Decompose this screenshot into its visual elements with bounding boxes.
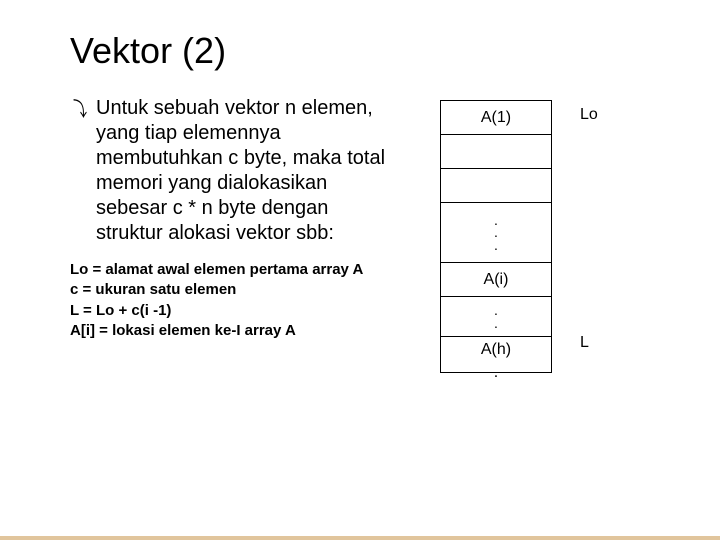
overflow-dot-icon: .: [494, 364, 498, 382]
bullet-row: ⤵ Untuk sebuah vektor n elemen, yang tia…: [70, 96, 390, 246]
vector-cell-ah: A(h) .: [441, 337, 551, 373]
label-l: L: [580, 334, 589, 352]
main-paragraph: Untuk sebuah vektor n elemen, yang tiap …: [96, 96, 390, 246]
label-lo: Lo: [580, 106, 598, 124]
sub-paragraph: Lo = alamat awal elemen pertama array A …: [70, 260, 390, 341]
vector-table: A(1) . . . A(i) . . A(h) .: [440, 100, 552, 373]
dot-icon: .: [494, 239, 498, 252]
vector-cell-empty-1: [441, 135, 551, 169]
vector-cell-ai: A(i): [441, 263, 551, 297]
body-area: ⤵ Untuk sebuah vektor n elemen, yang tia…: [70, 96, 650, 373]
vector-cell-ah-label: A(h): [481, 341, 511, 359]
text-column: ⤵ Untuk sebuah vektor n elemen, yang tia…: [70, 96, 400, 341]
bullet-arrow-icon: ⤵: [73, 98, 87, 122]
vector-cell-empty-2: [441, 169, 551, 203]
vector-cell-a1: A(1): [441, 101, 551, 135]
vector-figure: A(1) . . . A(i) . . A(h) . Lo L: [440, 100, 552, 373]
sub-line-4: A[i] = lokasi elemen ke-I array A: [70, 321, 390, 341]
sub-line-1: Lo = alamat awal elemen pertama array A: [70, 260, 390, 280]
sub-line-3: L = Lo + c(i -1): [70, 301, 390, 321]
sub-line-2: c = ukuran satu elemen: [70, 280, 390, 300]
vector-cell-dots-2: . .: [441, 297, 551, 337]
dot-icon: .: [494, 317, 498, 330]
slide-title: Vektor (2): [70, 30, 650, 72]
accent-bar: [0, 536, 720, 540]
vector-cell-dots-1: . . .: [441, 203, 551, 263]
